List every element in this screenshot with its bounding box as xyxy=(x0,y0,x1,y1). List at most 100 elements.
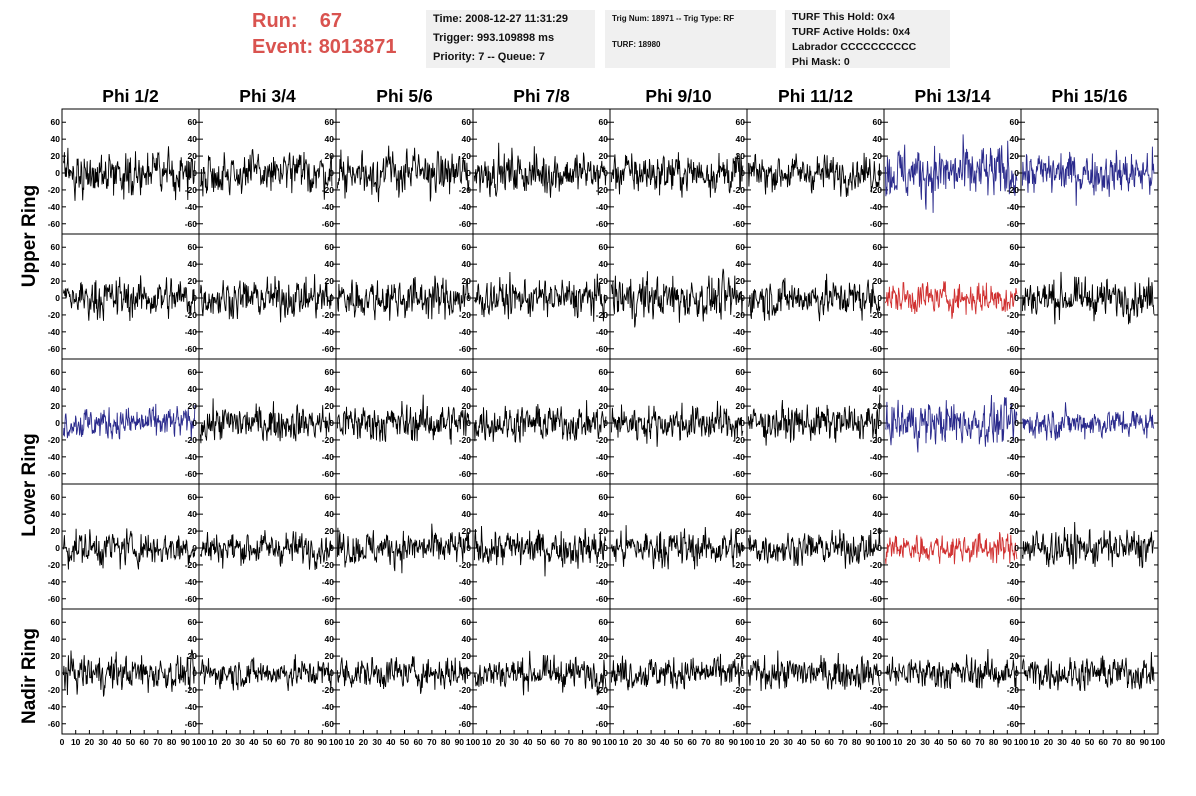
y-tick-label-r1-c2-3: 0 xyxy=(329,293,334,303)
panel-frame-r2-c5 xyxy=(746,358,885,485)
trig-num-text: Trig Num: 18971 -- Trig Type: RF xyxy=(612,14,735,23)
y-tick-label-r2-c2-2: -20 xyxy=(322,435,335,445)
x-tick-label-c2-4: 50 xyxy=(400,737,410,747)
y-tick-label-r0-c3-5: 40 xyxy=(462,134,472,144)
y-tick-label-r1-c6-1: -40 xyxy=(870,327,883,337)
y-tick-label-r2-c2-1: -40 xyxy=(322,452,335,462)
waveform-trace-r0-c2 xyxy=(336,145,470,203)
y-tick-label-r2-c1-3: 0 xyxy=(192,418,197,428)
x-tick-label-c0-5: 50 xyxy=(126,737,136,747)
y-tick-label-r3-c2-4: 20 xyxy=(325,526,335,536)
y-tick-label-r1-c7-5: 40 xyxy=(1010,259,1020,269)
x-tick-label-c2-5: 60 xyxy=(413,737,423,747)
x-tick-label-c7-7: 80 xyxy=(1126,737,1136,747)
y-tick-label-r4-c1-1: -40 xyxy=(185,702,198,712)
y-tick-label-r0-c0-1: -40 xyxy=(48,202,61,212)
x-tick-label-c5-7: 80 xyxy=(852,737,862,747)
y-tick-label-r1-c0-3: 0 xyxy=(55,293,60,303)
y-tick-label-r2-c5-5: 40 xyxy=(736,384,746,394)
y-tick-label-r4-c0-3: 0 xyxy=(55,668,60,678)
y-tick-label-r2-c7-6: 60 xyxy=(1010,367,1020,377)
waveform-trace-r2-c3 xyxy=(473,400,607,443)
y-tick-label-r4-c4-6: 60 xyxy=(599,617,609,627)
y-tick-label-r0-c4-3: 0 xyxy=(603,168,608,178)
waveform-trace-r1-c3 xyxy=(474,271,607,322)
column-header-phi-15-16: Phi 15/16 xyxy=(1051,86,1128,106)
waveform-trace-r0-c5 xyxy=(747,152,881,198)
x-tick-label-c4-9: 100 xyxy=(740,737,754,747)
y-tick-label-r2-c0-5: 40 xyxy=(51,384,61,394)
y-tick-label-r4-c5-2: -20 xyxy=(733,685,746,695)
waveform-trace-r3-c0 xyxy=(62,528,196,570)
y-tick-label-r4-c1-0: -60 xyxy=(185,719,198,729)
time-text: Time: 2008-12-27 11:31:29 xyxy=(433,13,568,25)
y-tick-label-r0-c4-2: -20 xyxy=(596,185,609,195)
y-tick-label-r1-c7-0: -60 xyxy=(1007,344,1020,354)
x-tick-label-c1-7: 80 xyxy=(304,737,314,747)
y-tick-label-r1-c6-3: 0 xyxy=(877,293,882,303)
y-tick-label-r4-c0-1: -40 xyxy=(48,702,61,712)
y-tick-label-r4-c7-1: -40 xyxy=(1007,702,1020,712)
y-tick-label-r4-c7-0: -60 xyxy=(1007,719,1020,729)
y-tick-label-r3-c0-1: -40 xyxy=(48,577,61,587)
y-tick-label-r0-c4-1: -40 xyxy=(596,202,609,212)
y-tick-label-r0-c7-4: 20 xyxy=(1010,151,1020,161)
y-tick-label-r4-c7-3: 0 xyxy=(1014,668,1019,678)
x-tick-label-c3-3: 40 xyxy=(523,737,533,747)
y-tick-label-r1-c3-4: 20 xyxy=(462,276,472,286)
y-tick-label-r3-c0-4: 20 xyxy=(51,526,61,536)
waveform-trace-r2-c5 xyxy=(747,394,881,446)
y-tick-label-r2-c1-2: -20 xyxy=(185,435,198,445)
y-tick-label-r1-c0-1: -40 xyxy=(48,327,61,337)
y-tick-label-r2-c2-6: 60 xyxy=(325,367,335,377)
y-tick-label-r2-c3-5: 40 xyxy=(462,384,472,394)
y-tick-label-r0-c0-4: 20 xyxy=(51,151,61,161)
y-tick-label-r2-c4-1: -40 xyxy=(596,452,609,462)
y-tick-label-r3-c5-0: -60 xyxy=(733,594,746,604)
y-tick-label-r3-c6-4: 20 xyxy=(873,526,883,536)
x-tick-label-c2-3: 40 xyxy=(386,737,396,747)
y-tick-label-r3-c5-2: -20 xyxy=(733,560,746,570)
waveform-trace-r1-c2 xyxy=(336,275,470,321)
x-tick-label-c6-5: 60 xyxy=(961,737,971,747)
y-tick-label-r0-c2-0: -60 xyxy=(322,219,335,229)
y-tick-label-r2-c3-3: 0 xyxy=(466,418,471,428)
y-tick-label-r0-c4-5: 40 xyxy=(599,134,609,144)
x-tick-label-c1-2: 30 xyxy=(235,737,245,747)
y-tick-label-r3-c7-1: -40 xyxy=(1007,577,1020,587)
waveform-trace-r1-c1 xyxy=(199,274,333,323)
run-event-box: Run: 67 Event: 8013871 xyxy=(252,8,397,60)
y-tick-label-r4-c7-4: 20 xyxy=(1010,651,1020,661)
y-tick-label-r4-c5-4: 20 xyxy=(736,651,746,661)
x-tick-label-c4-3: 40 xyxy=(660,737,670,747)
y-tick-label-r4-c1-6: 60 xyxy=(188,617,198,627)
x-tick-label-c3-2: 30 xyxy=(509,737,519,747)
y-tick-label-r2-c4-5: 40 xyxy=(599,384,609,394)
x-tick-label-c2-6: 70 xyxy=(427,737,437,747)
waveform-trace-r4-c5 xyxy=(747,650,881,692)
y-tick-label-r0-c2-2: -20 xyxy=(322,185,335,195)
y-tick-label-r0-c5-0: -60 xyxy=(733,219,746,229)
y-tick-label-r1-c4-2: -20 xyxy=(596,310,609,320)
waveform-trace-r3-c6 xyxy=(884,532,1018,565)
column-header-phi-3-4: Phi 3/4 xyxy=(239,86,296,106)
y-tick-label-r3-c6-6: 60 xyxy=(873,492,883,502)
x-tick-label-c6-7: 80 xyxy=(989,737,999,747)
waveform-trace-r2-c7 xyxy=(1022,402,1155,441)
phi-mask-text: Phi Mask: 0 xyxy=(792,56,850,68)
event-value: 8013871 xyxy=(318,36,397,58)
y-tick-label-r1-c5-5: 40 xyxy=(736,259,746,269)
y-tick-label-r2-c7-0: -60 xyxy=(1007,469,1020,479)
x-tick-label-c7-6: 70 xyxy=(1112,737,1122,747)
x-tick-label-c4-1: 20 xyxy=(633,737,643,747)
x-tick-label-c3-8: 90 xyxy=(592,737,602,747)
y-tick-label-r4-c5-6: 60 xyxy=(736,617,746,627)
y-tick-label-r1-c1-1: -40 xyxy=(185,327,198,337)
x-tick-label-c5-4: 50 xyxy=(811,737,821,747)
y-tick-label-r1-c3-2: -20 xyxy=(459,310,472,320)
y-tick-label-r1-c0-4: 20 xyxy=(51,276,61,286)
y-tick-label-r3-c7-6: 60 xyxy=(1010,492,1020,502)
x-tick-label-c6-8: 90 xyxy=(1003,737,1013,747)
y-tick-label-r3-c2-2: -20 xyxy=(322,560,335,570)
trigger-text: Trigger: 993.109898 ms xyxy=(433,32,555,44)
